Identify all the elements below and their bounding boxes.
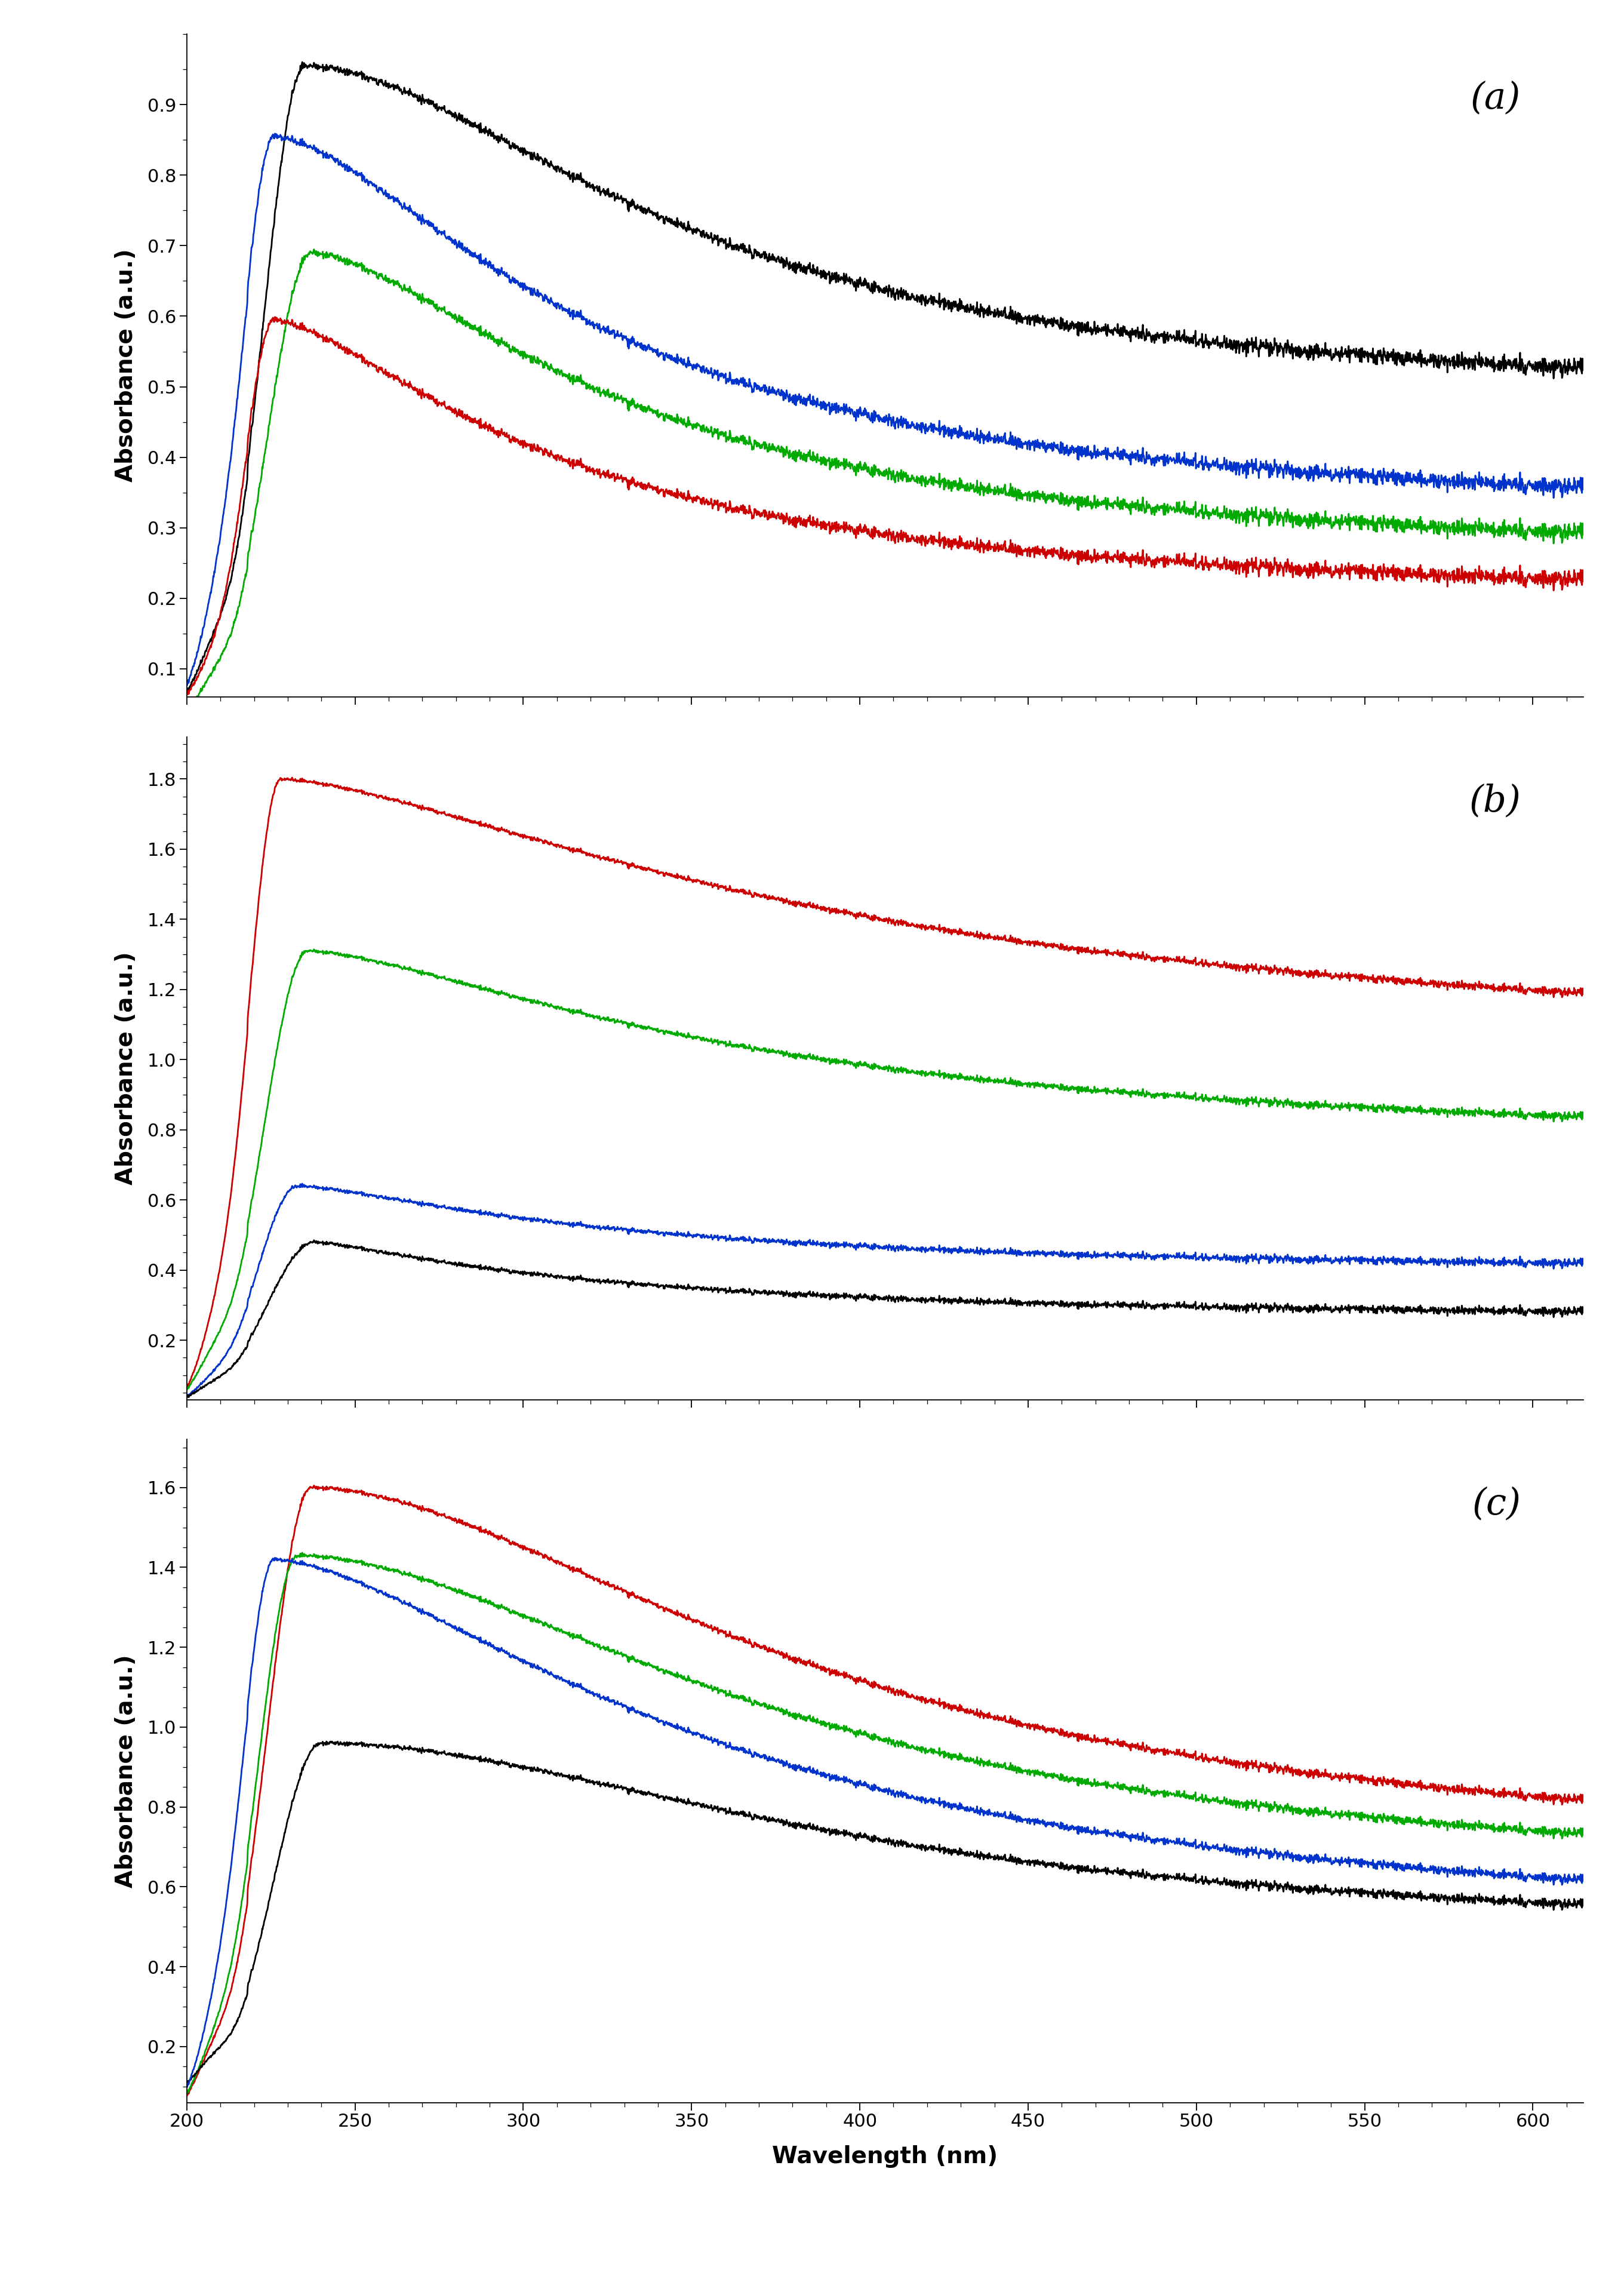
Y-axis label: Absorbance (a.u.): Absorbance (a.u.) — [115, 1655, 138, 1887]
Y-axis label: Absorbance (a.u.): Absorbance (a.u.) — [115, 952, 138, 1184]
Text: (a): (a) — [1470, 80, 1520, 116]
Text: (b): (b) — [1468, 784, 1520, 818]
X-axis label: Wavelength (nm): Wavelength (nm) — [771, 2146, 999, 2168]
Y-axis label: Absorbance (a.u.): Absorbance (a.u.) — [115, 250, 138, 482]
Text: (c): (c) — [1471, 1487, 1520, 1523]
